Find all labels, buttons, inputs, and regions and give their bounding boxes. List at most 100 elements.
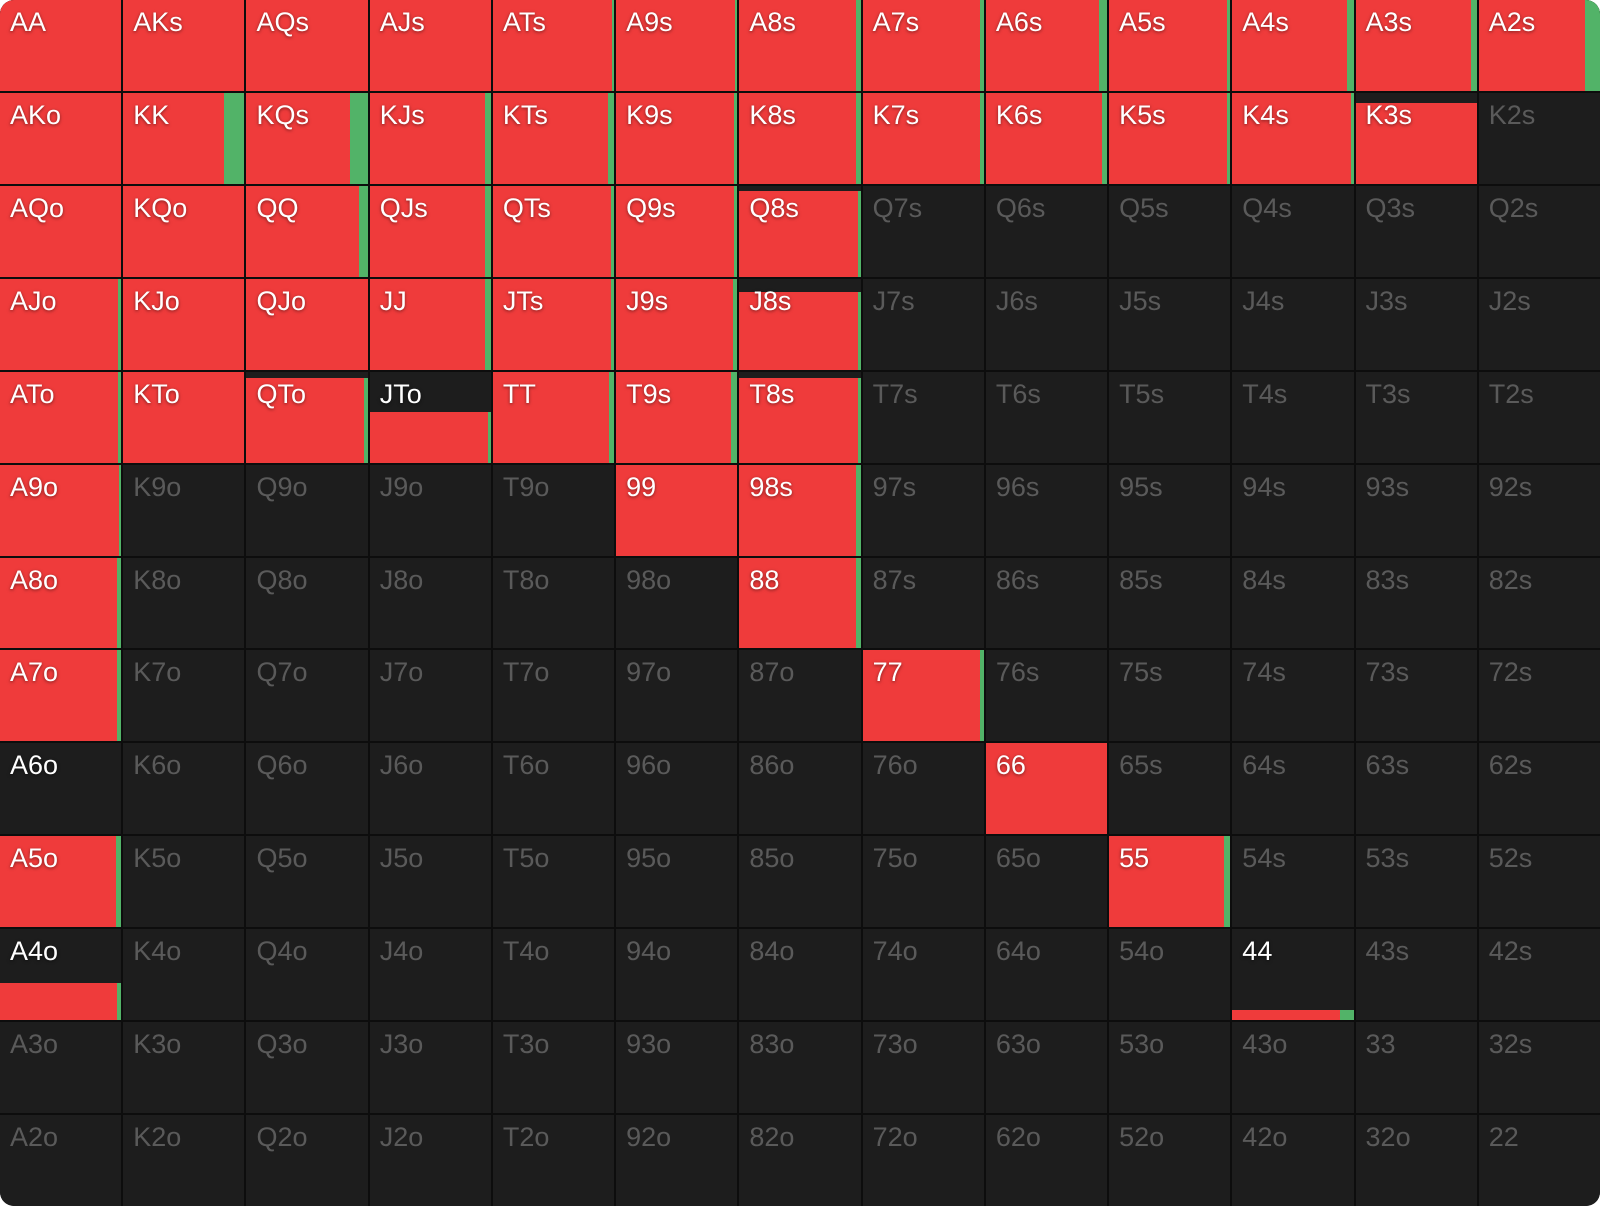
- cell-53o[interactable]: 53o: [1109, 1022, 1231, 1114]
- cell-85o[interactable]: 85o: [739, 836, 861, 928]
- cell-K6s[interactable]: K6s: [985, 92, 1108, 184]
- cell-44[interactable]: 44: [1232, 929, 1354, 1021]
- cell-43o[interactable]: 43o: [1232, 1022, 1354, 1114]
- cell-87s[interactable]: 87s: [862, 557, 984, 649]
- cell-J8o[interactable]: J8o: [369, 557, 491, 649]
- cell-62s[interactable]: 62s: [1478, 743, 1600, 835]
- cell-85s[interactable]: 85s: [1109, 557, 1231, 649]
- cell-A9s[interactable]: A9s: [616, 0, 738, 91]
- cell-KJo[interactable]: KJo: [123, 278, 245, 370]
- cell-J5s[interactable]: J5s: [1109, 278, 1231, 370]
- cell-Q9o[interactable]: Q9o: [246, 464, 368, 556]
- cell-A3s[interactable]: A3s: [1355, 0, 1477, 91]
- cell-Q5o[interactable]: Q5o: [246, 836, 368, 928]
- cell-32s[interactable]: 32s: [1478, 1022, 1600, 1114]
- cell-84o[interactable]: 84o: [739, 929, 861, 1021]
- cell-Q9s[interactable]: Q9s: [616, 185, 738, 277]
- cell-52s[interactable]: 52s: [1478, 836, 1600, 928]
- cell-64o[interactable]: 64o: [985, 929, 1108, 1021]
- cell-T6o[interactable]: T6o: [492, 743, 615, 835]
- cell-T3s[interactable]: T3s: [1355, 371, 1477, 463]
- cell-AJo[interactable]: AJo: [0, 278, 122, 370]
- cell-QJo[interactable]: QJo: [246, 278, 368, 370]
- cell-Q8o[interactable]: Q8o: [246, 557, 368, 649]
- cell-J9o[interactable]: J9o: [369, 464, 491, 556]
- cell-A2o[interactable]: A2o: [0, 1115, 122, 1206]
- cell-98o[interactable]: 98o: [616, 557, 738, 649]
- cell-JTs[interactable]: JTs: [492, 278, 615, 370]
- cell-JTo[interactable]: JTo: [369, 371, 491, 463]
- cell-32o[interactable]: 32o: [1355, 1115, 1477, 1206]
- cell-T4s[interactable]: T4s: [1232, 371, 1354, 463]
- cell-QJs[interactable]: QJs: [369, 185, 491, 277]
- cell-65s[interactable]: 65s: [1109, 743, 1231, 835]
- cell-K9s[interactable]: K9s: [616, 92, 738, 184]
- cell-54s[interactable]: 54s: [1232, 836, 1354, 928]
- cell-88[interactable]: 88: [739, 557, 861, 649]
- cell-AKs[interactable]: AKs: [123, 0, 245, 91]
- cell-54o[interactable]: 54o: [1109, 929, 1231, 1021]
- cell-K6o[interactable]: K6o: [123, 743, 245, 835]
- cell-96s[interactable]: 96s: [985, 464, 1108, 556]
- cell-22[interactable]: 22: [1478, 1115, 1600, 1206]
- cell-Q7o[interactable]: Q7o: [246, 650, 368, 742]
- cell-42o[interactable]: 42o: [1232, 1115, 1354, 1206]
- cell-J7s[interactable]: J7s: [862, 278, 984, 370]
- cell-QQ[interactable]: QQ: [246, 185, 368, 277]
- cell-T5o[interactable]: T5o: [492, 836, 615, 928]
- cell-64s[interactable]: 64s: [1232, 743, 1354, 835]
- cell-Q2o[interactable]: Q2o: [246, 1115, 368, 1206]
- cell-J2s[interactable]: J2s: [1478, 278, 1600, 370]
- cell-AJs[interactable]: AJs: [369, 0, 491, 91]
- cell-KTs[interactable]: KTs: [492, 92, 615, 184]
- cell-73o[interactable]: 73o: [862, 1022, 984, 1114]
- cell-J5o[interactable]: J5o: [369, 836, 491, 928]
- cell-K3s[interactable]: K3s: [1355, 92, 1477, 184]
- cell-A5s[interactable]: A5s: [1109, 0, 1231, 91]
- cell-J9s[interactable]: J9s: [616, 278, 738, 370]
- cell-92s[interactable]: 92s: [1478, 464, 1600, 556]
- cell-Q3s[interactable]: Q3s: [1355, 185, 1477, 277]
- cell-KTo[interactable]: KTo: [123, 371, 245, 463]
- cell-K2o[interactable]: K2o: [123, 1115, 245, 1206]
- cell-T7o[interactable]: T7o: [492, 650, 615, 742]
- cell-93o[interactable]: 93o: [616, 1022, 738, 1114]
- cell-KJs[interactable]: KJs: [369, 92, 491, 184]
- cell-A2s[interactable]: A2s: [1478, 0, 1600, 91]
- cell-63o[interactable]: 63o: [985, 1022, 1108, 1114]
- cell-Q6o[interactable]: Q6o: [246, 743, 368, 835]
- cell-T9s[interactable]: T9s: [616, 371, 738, 463]
- cell-92o[interactable]: 92o: [616, 1115, 738, 1206]
- cell-J2o[interactable]: J2o: [369, 1115, 491, 1206]
- cell-A8s[interactable]: A8s: [739, 0, 861, 91]
- cell-K8o[interactable]: K8o: [123, 557, 245, 649]
- cell-66[interactable]: 66: [985, 743, 1108, 835]
- cell-74s[interactable]: 74s: [1232, 650, 1354, 742]
- cell-A8o[interactable]: A8o: [0, 557, 122, 649]
- cell-K5s[interactable]: K5s: [1109, 92, 1231, 184]
- cell-K8s[interactable]: K8s: [739, 92, 861, 184]
- cell-A9o[interactable]: A9o: [0, 464, 122, 556]
- cell-J6o[interactable]: J6o: [369, 743, 491, 835]
- cell-A3o[interactable]: A3o: [0, 1022, 122, 1114]
- cell-KQs[interactable]: KQs: [246, 92, 368, 184]
- cell-77[interactable]: 77: [862, 650, 984, 742]
- cell-55[interactable]: 55: [1109, 836, 1231, 928]
- cell-A5o[interactable]: A5o: [0, 836, 122, 928]
- cell-A6s[interactable]: A6s: [985, 0, 1108, 91]
- cell-Q6s[interactable]: Q6s: [985, 185, 1108, 277]
- cell-42s[interactable]: 42s: [1478, 929, 1600, 1021]
- cell-72s[interactable]: 72s: [1478, 650, 1600, 742]
- cell-86o[interactable]: 86o: [739, 743, 861, 835]
- cell-75o[interactable]: 75o: [862, 836, 984, 928]
- cell-97o[interactable]: 97o: [616, 650, 738, 742]
- cell-K4s[interactable]: K4s: [1232, 92, 1354, 184]
- cell-84s[interactable]: 84s: [1232, 557, 1354, 649]
- cell-K3o[interactable]: K3o: [123, 1022, 245, 1114]
- cell-A7s[interactable]: A7s: [862, 0, 984, 91]
- cell-99[interactable]: 99: [616, 464, 738, 556]
- cell-K9o[interactable]: K9o: [123, 464, 245, 556]
- cell-ATo[interactable]: ATo: [0, 371, 122, 463]
- cell-K4o[interactable]: K4o: [123, 929, 245, 1021]
- cell-98s[interactable]: 98s: [739, 464, 861, 556]
